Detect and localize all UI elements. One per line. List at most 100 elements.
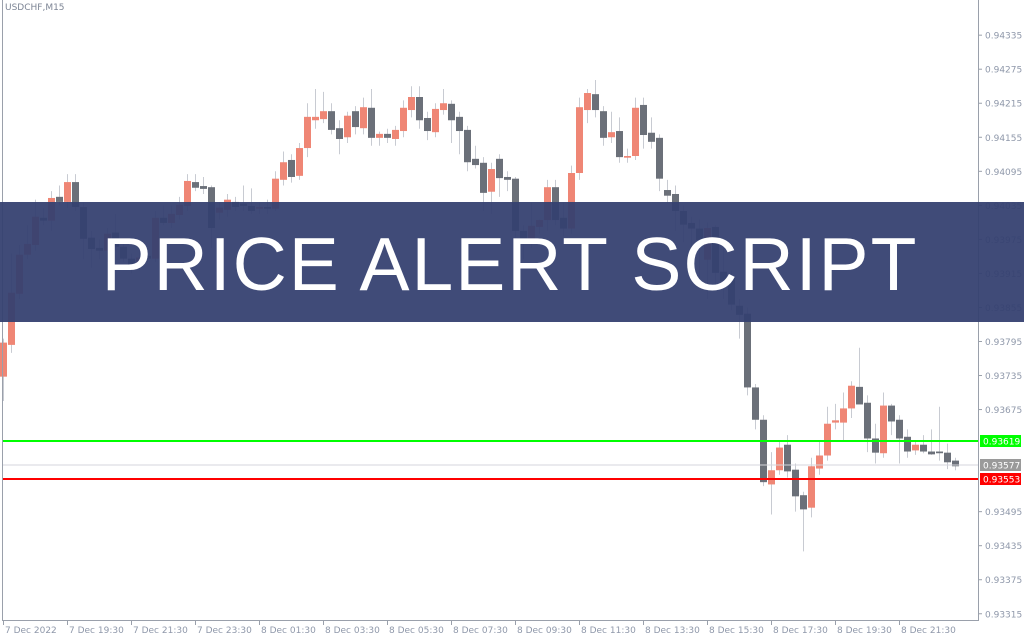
bullish-candle-body: [280, 162, 287, 180]
bullish-candle-body: [312, 116, 319, 121]
bearish-candle-body: [384, 133, 391, 138]
time-tick-label: 7 Dec 23:30: [197, 626, 252, 636]
bullish-candle-body: [488, 169, 495, 192]
price-tick-label: 0.94155: [985, 134, 1022, 144]
bearish-candle-body: [288, 159, 295, 177]
bearish-candle-body: [368, 107, 375, 138]
bearish-candle-body: [864, 402, 871, 439]
time-tick-label: 8 Dec 13:30: [645, 626, 700, 636]
candle: [392, 125, 399, 146]
bearish-candle-body: [352, 111, 359, 128]
bullish-candle-body: [824, 423, 831, 456]
candle: [384, 128, 391, 143]
candle: [296, 142, 303, 180]
bearish-candle-body: [328, 111, 335, 130]
candle: [616, 117, 623, 163]
candle: [784, 435, 791, 478]
time-tick-label: 8 Dec 15:30: [709, 626, 764, 636]
candle: [760, 415, 767, 487]
candle: [416, 86, 423, 129]
candle: [400, 100, 407, 138]
time-tick-label: 8 Dec 05:30: [389, 626, 444, 636]
bearish-candle-body: [480, 162, 487, 193]
bullish-candle-body: [344, 115, 351, 138]
candle: [504, 171, 511, 192]
bearish-candle-body: [760, 419, 767, 483]
candle: [448, 100, 455, 143]
candle: [280, 151, 287, 186]
bearish-candle-body: [656, 137, 663, 179]
bearish-candle-body: [872, 438, 879, 453]
candle: [912, 440, 919, 455]
bullish-candle-body: [584, 93, 591, 111]
bullish-candle-body: [272, 178, 279, 209]
upper-alert-price-tag: [980, 435, 1021, 447]
candle: [328, 103, 335, 135]
candle: [656, 134, 663, 192]
candle: [0, 338, 7, 402]
candle: [352, 106, 359, 135]
bullish-candle-body: [304, 116, 311, 149]
price-tick-label: 0.94335: [985, 32, 1022, 42]
bullish-candle-body: [392, 129, 399, 139]
bullish-candle-body: [568, 173, 575, 229]
price-tick-label: 0.93375: [985, 576, 1022, 586]
bullish-candle-body: [768, 470, 775, 485]
bearish-candle-body: [496, 158, 503, 179]
candle: [856, 347, 863, 405]
time-tick-label: 8 Dec 03:30: [325, 626, 380, 636]
bearish-candle-body: [664, 190, 671, 196]
bullish-candle-body: [912, 444, 919, 451]
candle: [192, 174, 199, 192]
bearish-candle-body: [936, 451, 943, 454]
bearish-candle-body: [648, 132, 655, 142]
price-tick-label: 0.93735: [985, 372, 1022, 382]
price-tick-label: 0.93495: [985, 508, 1022, 518]
candle: [848, 381, 855, 419]
bullish-candle-body: [880, 405, 887, 454]
candle: [496, 154, 503, 197]
candle: [768, 452, 775, 515]
bearish-candle-body: [784, 444, 791, 472]
time-tick-label: 8 Dec 17:30: [773, 626, 828, 636]
candle: [464, 125, 471, 172]
bullish-candle-body: [184, 180, 191, 206]
time-axis[interactable]: 7 Dec 2022 7 Dec 19:30 7 Dec 21:30 7 Dec 23…: [3, 620, 957, 636]
candle: [632, 97, 639, 160]
candle: [472, 145, 479, 169]
bullish-candle-body: [400, 107, 407, 132]
candle: [928, 429, 935, 455]
bearish-candle-body: [888, 405, 895, 422]
time-tick-label: 7 Dec 19:30: [69, 626, 124, 636]
price-levels-layer: 0.93577 0.93619 0.93553: [3, 435, 1021, 486]
candle: [408, 86, 415, 118]
candle: [312, 89, 319, 129]
bullish-candle-body: [840, 408, 847, 423]
bearish-candle-body: [744, 313, 751, 388]
lower-alert-price-tag: [980, 473, 1021, 485]
price-tick-label: 0.94215: [985, 100, 1022, 110]
bullish-candle-body: [296, 148, 303, 176]
candle: [456, 111, 463, 155]
price-tick-label: 0.93435: [985, 542, 1022, 552]
bullish-candle-body: [832, 420, 839, 423]
price-tick-label: 0.94095: [985, 168, 1022, 178]
candle: [888, 403, 895, 436]
bullish-candle-body: [432, 108, 439, 133]
candle: [832, 403, 839, 430]
bearish-candle-body: [856, 386, 863, 405]
bearish-candle-body: [416, 96, 423, 121]
bearish-candle-body: [424, 117, 431, 132]
candle: [320, 91, 327, 124]
upper-alert-price-label: 0.93619: [983, 438, 1020, 448]
bearish-candle-body: [792, 469, 799, 497]
current-price-price-label: 0.93577: [983, 462, 1020, 472]
bearish-candle-body: [200, 186, 207, 189]
candle: [584, 89, 591, 124]
bullish-candle-body: [360, 107, 367, 129]
candle: [608, 111, 615, 143]
bullish-candle-body: [440, 103, 447, 111]
candle: [288, 154, 295, 183]
candle: [600, 106, 607, 146]
bearish-candle-body: [640, 104, 647, 136]
